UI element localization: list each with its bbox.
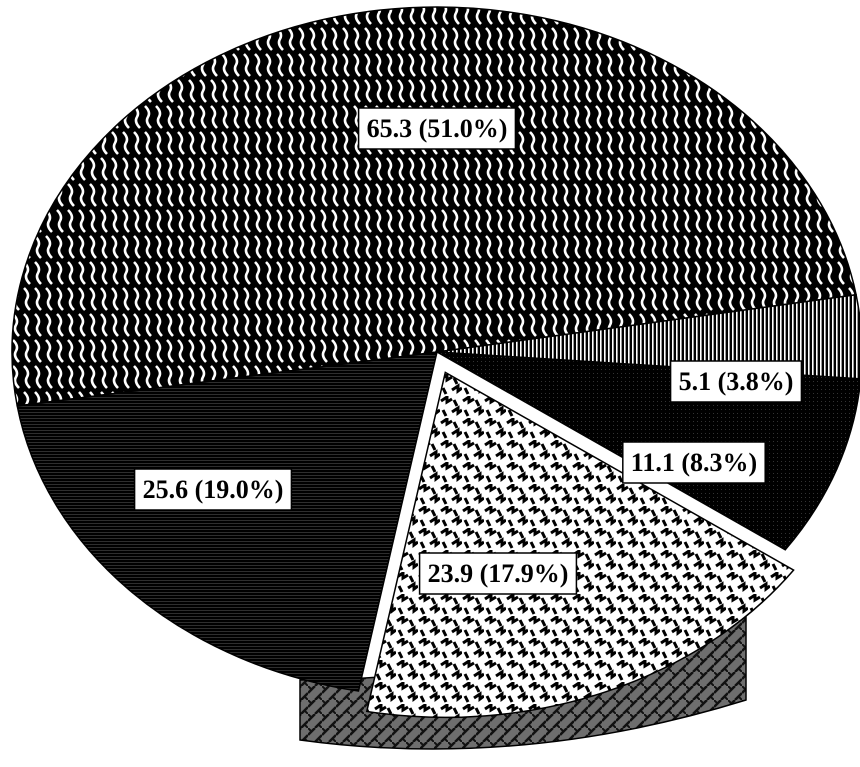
slice-labels: 65.3 (51.0%) 5.1 (3.8%) 11.1 (8.3%) 23.9 (1… (133, 107, 803, 595)
slice-label-2: 11.1 (8.3%) (622, 441, 766, 484)
slice-4 (16, 351, 438, 692)
slice-label-text-3: 23.9 (17.9%) (428, 559, 569, 588)
slice-label-box-2 (622, 441, 766, 484)
slice-label-text-2: 11.1 (8.3%) (631, 448, 757, 477)
slice-label-box-4 (133, 468, 293, 511)
slice-label-box-3 (418, 552, 578, 595)
slice-label-text-4: 25.6 (19.0%) (143, 475, 284, 504)
slice-label-0: 65.3 (51.0%) (357, 107, 517, 150)
slice-label-3: 23.9 (17.9%) (418, 552, 578, 595)
slice-1 (436, 293, 860, 380)
slice-3 (365, 371, 795, 719)
slice-label-text-1: 5.1 (3.8%) (679, 367, 794, 396)
slice-label-1: 5.1 (3.8%) (669, 360, 803, 403)
slice-label-4: 25.6 (19.0%) (133, 468, 293, 511)
slice-0 (11, 6, 858, 407)
slice-label-text-0: 65.3 (51.0%) (367, 114, 508, 143)
slice-label-box-1 (669, 360, 803, 403)
slices (11, 6, 860, 719)
slice-label-box-0 (357, 107, 517, 150)
